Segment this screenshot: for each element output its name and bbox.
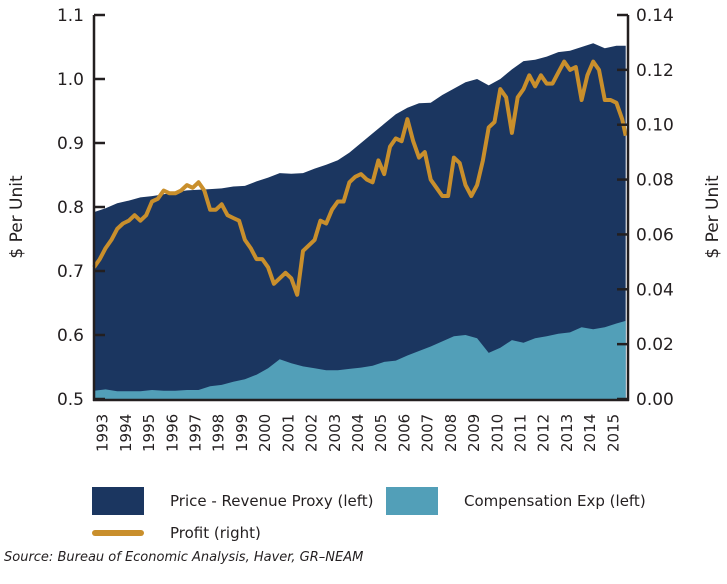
left-tick-label: 0.9 — [57, 134, 84, 154]
legend-label-profit: Profit (right) — [170, 524, 261, 542]
x-tick-label: 2007 — [419, 414, 437, 452]
x-tick-label: 1995 — [140, 414, 158, 452]
x-tick-label: 2006 — [395, 414, 413, 452]
legend-swatch-price — [92, 487, 144, 515]
legend-label-price: Price - Revenue Proxy (left) — [170, 492, 374, 510]
x-tick-label: 2011 — [512, 414, 530, 452]
right-tick-label: 0.12 — [636, 61, 674, 81]
x-tick-label: 1996 — [163, 414, 181, 452]
area-price — [94, 43, 626, 399]
right-axis-title: $ Per Unit — [703, 175, 723, 259]
right-tick-label: 0.06 — [636, 225, 674, 245]
x-tick-label: 2000 — [256, 414, 274, 452]
left-tick-label: 0.7 — [57, 262, 84, 282]
x-tick-label: 1998 — [210, 414, 228, 452]
x-tick-label: 2003 — [326, 414, 344, 452]
legend-swatch-profit — [92, 530, 144, 536]
x-tick-label: 1993 — [94, 414, 112, 452]
x-tick-label: 2015 — [604, 414, 622, 452]
left-tick-label: 0.5 — [57, 390, 84, 410]
x-tick-label: 2004 — [349, 414, 367, 452]
legend-item-compensation: Compensation Exp (left) — [386, 487, 646, 515]
x-tick-label: 2013 — [558, 414, 576, 452]
area-compensation — [94, 320, 626, 399]
legend-swatch-compensation — [386, 487, 438, 515]
x-tick-label: 1994 — [117, 414, 135, 452]
plot-area — [92, 43, 628, 399]
left-tick-label: 1.1 — [57, 6, 84, 26]
source-note: Source: Bureau of Economic Analysis, Hav… — [4, 550, 364, 565]
x-tick-label: 1999 — [233, 414, 251, 452]
x-tick-label: 2014 — [581, 414, 599, 452]
legend-label-compensation: Compensation Exp (left) — [464, 492, 646, 510]
x-tick-label: 1997 — [187, 414, 205, 452]
line-profit — [92, 59, 628, 297]
x-tick-label: 2010 — [488, 414, 506, 452]
legend-item-profit: Profit (right) — [92, 524, 261, 542]
right-tick-label: 0.00 — [636, 390, 674, 410]
right-tick-label: 0.14 — [636, 6, 674, 26]
x-tick-label: 2008 — [442, 414, 460, 452]
x-tick-label: 2005 — [372, 414, 390, 452]
x-tick-label: 2001 — [279, 414, 297, 452]
left-axis-title: $ Per Unit — [7, 175, 27, 259]
right-tick-label: 0.10 — [636, 116, 674, 136]
axes: 0.5 0.6 0.7 0.8 0.9 1.0 1.1 0.00 0.02 0.04 0.06 0.0… — [57, 6, 674, 452]
right-tick-label: 0.08 — [636, 171, 674, 191]
right-tick-label: 0.02 — [636, 335, 674, 355]
x-tick-label: 2009 — [465, 414, 483, 452]
legend-item-price: Price - Revenue Proxy (left) — [92, 487, 374, 515]
x-tick-label: 2002 — [303, 414, 321, 452]
x-tick-label: 2012 — [535, 414, 553, 452]
left-tick-label: 1.0 — [57, 70, 84, 90]
left-tick-label: 0.6 — [57, 326, 84, 346]
right-tick-label: 0.04 — [636, 280, 674, 300]
left-tick-label: 0.8 — [57, 198, 84, 218]
